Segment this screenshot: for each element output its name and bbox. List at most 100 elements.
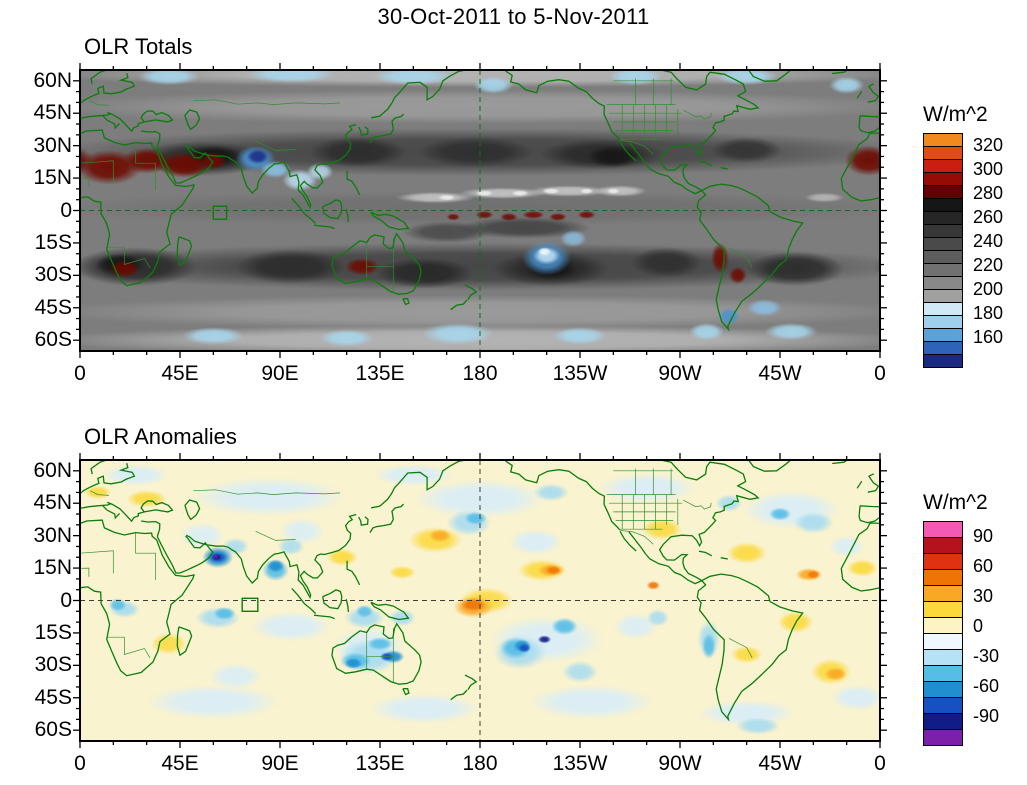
country-border	[80, 550, 114, 574]
coastline	[184, 109, 201, 131]
country-border	[193, 489, 341, 495]
coastline	[346, 560, 361, 586]
coastline	[645, 553, 703, 585]
lon-tick-label: 90E	[261, 362, 299, 385]
country-border	[80, 177, 90, 187]
colorbar-cell	[924, 522, 962, 538]
colorbar-cell	[924, 586, 962, 602]
lat-tick-label: 45S	[34, 685, 72, 709]
coastline	[141, 130, 161, 147]
map-geography-group	[80, 70, 880, 351]
coastline	[867, 473, 880, 493]
country-border	[106, 636, 151, 658]
country-border	[80, 567, 90, 577]
map-anomalies	[73, 453, 887, 748]
coastline	[698, 550, 713, 557]
index-region-box	[241, 597, 259, 613]
coastline	[370, 211, 410, 231]
colorbar-cell	[924, 618, 962, 634]
colorbar-cell	[924, 602, 962, 618]
country-border	[135, 532, 156, 580]
map-geography-group	[80, 460, 880, 741]
country-border	[135, 142, 156, 190]
coastline	[80, 73, 136, 105]
coastline	[747, 460, 792, 472]
lon-tick-label: 0	[874, 362, 886, 385]
lat-tick-label: 0	[60, 198, 72, 222]
colorbar-tick-label: 90	[973, 526, 994, 546]
coastline	[858, 505, 880, 524]
coastline	[331, 622, 422, 685]
country-border	[106, 246, 151, 268]
lat-tick-label: 45N	[33, 101, 72, 125]
coastline	[80, 129, 195, 287]
lat-tick-label: 15N	[33, 166, 72, 190]
colorbar-tick-label: 320	[973, 135, 1004, 155]
country-border	[728, 637, 753, 658]
country-border	[193, 99, 341, 105]
coastline	[619, 530, 637, 552]
colorbar-cell	[924, 316, 962, 329]
coastline	[369, 503, 405, 533]
colorbar-cell	[924, 251, 962, 264]
coastline	[720, 557, 728, 560]
coastline	[698, 160, 713, 167]
lon-tick-label: 0	[74, 752, 86, 775]
coastline	[358, 126, 369, 136]
lon-tick-label: 135W	[552, 362, 608, 385]
country-border	[619, 139, 654, 155]
coastline	[859, 505, 880, 508]
coastline	[464, 284, 478, 300]
coastline	[291, 197, 317, 224]
country-border	[89, 100, 109, 106]
colorbar-tick-label: 0	[973, 616, 984, 636]
coastline	[658, 460, 760, 582]
lat-tick-label: 15S	[34, 230, 72, 254]
colorbar-cell	[924, 650, 962, 666]
lat-tick-label: 60S	[34, 328, 72, 352]
coastline	[230, 513, 357, 600]
coastline	[80, 463, 136, 495]
coastline	[358, 516, 369, 526]
coastline	[840, 522, 880, 592]
colorbar-tick-label: 60	[973, 556, 994, 576]
coastline	[322, 199, 343, 220]
lon-tick-label: 90E	[261, 752, 299, 775]
coastline	[80, 111, 145, 133]
coastline	[185, 144, 232, 160]
country-border	[728, 247, 753, 268]
coastline	[505, 460, 621, 531]
lat-tick-label: 30S	[34, 653, 72, 677]
colorbar-anomalies: W/m^2 90 60 30 0 -30 -60 -90	[921, 491, 1027, 751]
colorbar-cell	[924, 554, 962, 570]
country-border	[683, 499, 712, 510]
lat-tick-label: 15S	[34, 620, 72, 644]
colorbar-cell	[924, 538, 962, 554]
coastline	[156, 145, 214, 184]
lat-tick-label: 0	[60, 588, 72, 612]
coastline	[658, 70, 760, 192]
colorbar-cells-anomalies	[923, 521, 963, 746]
coastline	[402, 298, 410, 306]
lon-tick-label: 0	[74, 362, 86, 385]
coastline	[628, 531, 647, 555]
colorbar-cell	[924, 147, 962, 160]
lon-tick-label: 45E	[161, 752, 199, 775]
colorbar-cell	[924, 238, 962, 251]
country-border	[89, 490, 109, 496]
coastline	[156, 535, 214, 574]
coastline	[313, 224, 335, 230]
lat-tick-label: 45S	[34, 295, 72, 319]
coastline	[176, 236, 193, 267]
coastline	[628, 141, 647, 165]
coastline	[856, 90, 863, 99]
colorbar-tick-label: -30	[973, 646, 1000, 666]
lat-tick-label: 60S	[34, 718, 72, 742]
colorbar-tick-label: -60	[973, 676, 1000, 696]
colorbar-cell	[924, 199, 962, 212]
panel-title-anomalies: OLR Anomalies	[84, 424, 237, 449]
coastline	[370, 460, 469, 509]
coastline	[619, 140, 637, 162]
lon-tick-label: 135E	[355, 362, 405, 385]
lat-tick-label: 30S	[34, 263, 72, 287]
